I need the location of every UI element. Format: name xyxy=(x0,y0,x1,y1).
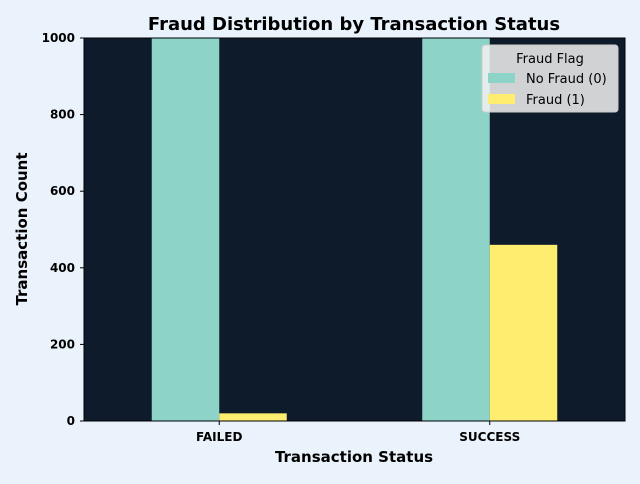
legend-label-series-1: Fraud (1) xyxy=(526,93,585,108)
y-tick-label: 800 xyxy=(50,108,75,122)
y-tick-label: 0 xyxy=(67,414,75,428)
legend-box xyxy=(481,44,619,113)
bar-success-series-0 xyxy=(422,38,490,421)
bar-failed-series-1 xyxy=(219,413,287,421)
x-tick-label: SUCCESS xyxy=(459,430,520,444)
y-tick-label: 1000 xyxy=(42,31,75,45)
x-axis-label: Transaction Status xyxy=(275,448,433,466)
y-tick-label: 600 xyxy=(50,184,75,198)
bar-failed-series-0 xyxy=(151,38,220,421)
y-axis-label: Transaction Count xyxy=(13,152,31,305)
y-tick-label: 400 xyxy=(50,261,75,275)
legend: Fraud Flag No Fraud (0) Fraud (1) xyxy=(481,44,619,113)
legend-swatch-series-1 xyxy=(488,94,515,104)
x-tick-label: FAILED xyxy=(196,430,242,444)
legend-title: Fraud Flag xyxy=(516,52,584,67)
chart-title: Fraud Distribution by Transaction Status xyxy=(148,14,560,35)
bar-success-series-1 xyxy=(489,244,558,421)
legend-label-series-0: No Fraud (0) xyxy=(526,72,607,87)
y-tick-label: 200 xyxy=(50,337,75,351)
axes-frame xyxy=(83,37,626,422)
legend-swatch-series-0 xyxy=(488,73,515,83)
